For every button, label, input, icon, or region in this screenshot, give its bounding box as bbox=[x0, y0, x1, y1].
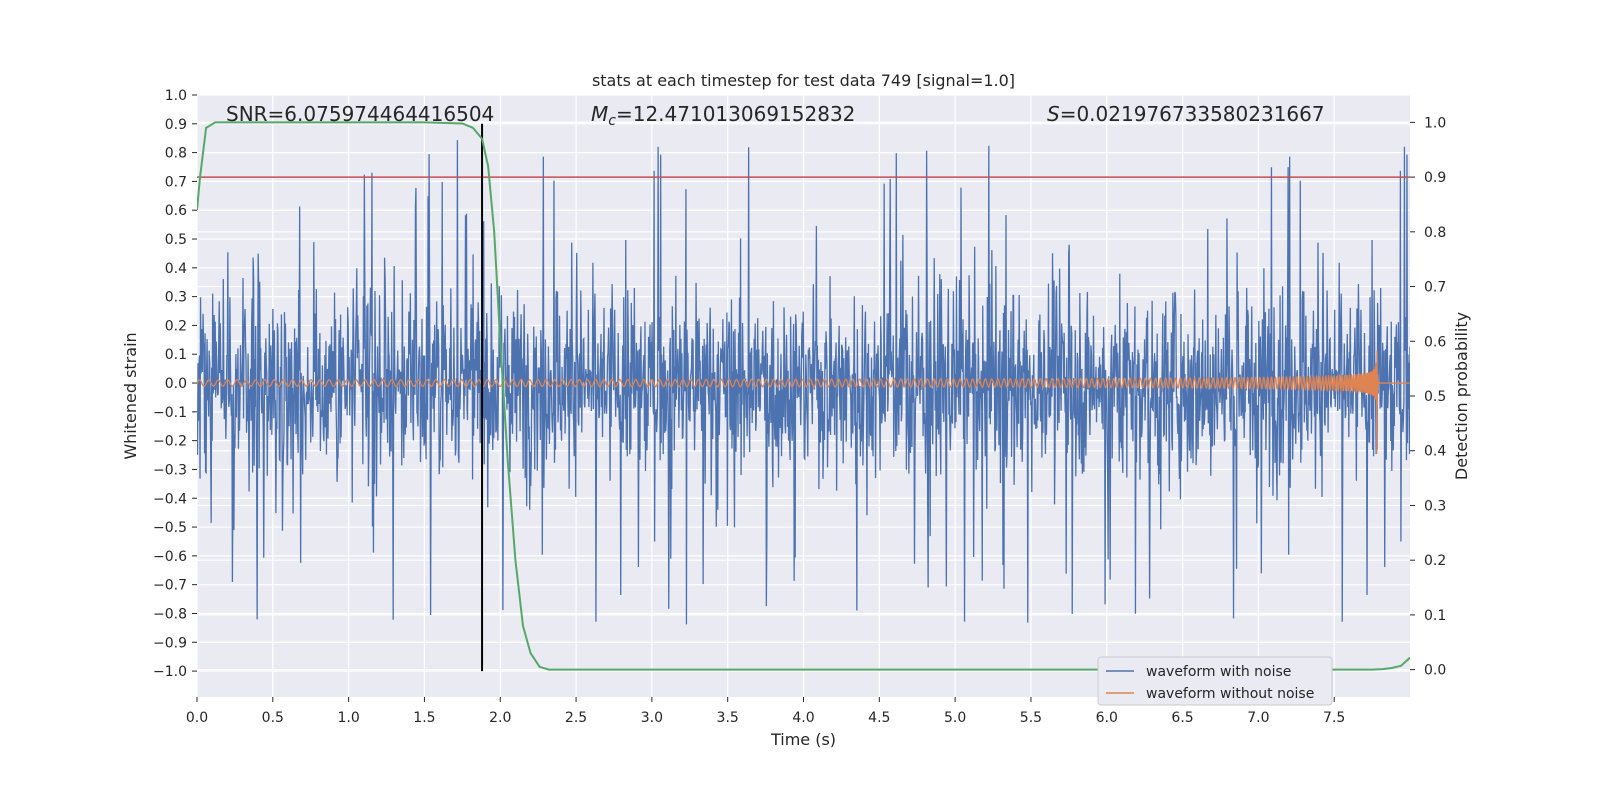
x-tick-label: 7.5 bbox=[1323, 710, 1345, 726]
annotation-snr: SNR=6.075974464416504 bbox=[226, 102, 494, 126]
annotation-s-value: =0.021976733580231667 bbox=[1060, 102, 1325, 126]
y-axis-left-label: Whitened strain bbox=[121, 332, 140, 459]
legend-label-waveform-without-noise: waveform without noise bbox=[1146, 686, 1314, 702]
x-tick-label: 2.5 bbox=[565, 710, 587, 726]
axes: 0.0 0.5 1.0 1.5 2.0 2.5 3.0 3.5 4.0 4.5 5.0 5.5 6.0 6… bbox=[153, 88, 1446, 726]
waveform-without-noise-line bbox=[197, 350, 1410, 454]
x-tick-label: 1.5 bbox=[413, 710, 435, 726]
y-left-tick-label: 1.0 bbox=[165, 88, 187, 104]
legend-box bbox=[1097, 656, 1333, 706]
x-tick-label: 6.5 bbox=[1171, 710, 1193, 726]
y-right-tick-label: 0.5 bbox=[1424, 389, 1446, 405]
x-tick-label: 2.0 bbox=[489, 710, 511, 726]
x-tick-label: 3.5 bbox=[717, 710, 739, 726]
x-tick-label: 5.0 bbox=[944, 710, 966, 726]
y-right-tick-label: 0.3 bbox=[1424, 498, 1446, 514]
plot-area bbox=[197, 121, 1410, 672]
y-left-tick-label: 0.8 bbox=[165, 146, 187, 162]
y-right-tick-label: 0.9 bbox=[1424, 170, 1446, 186]
y-left-tick-label: −0.2 bbox=[153, 434, 187, 450]
y-right-tick-label: 0.0 bbox=[1424, 663, 1446, 679]
series-waveform-with-noise bbox=[197, 140, 1410, 625]
series-waveform-without-noise bbox=[197, 350, 1410, 454]
y-right-tick-label: 0.7 bbox=[1424, 280, 1446, 296]
y-left-tick-label: 0.0 bbox=[165, 376, 187, 392]
y-right-tick-label: 0.1 bbox=[1424, 608, 1446, 624]
y-left-tick-label: −0.8 bbox=[153, 606, 187, 622]
detection-probability-line bbox=[197, 121, 1410, 671]
y-left-tick-label: 0.7 bbox=[165, 174, 187, 190]
x-tick-label: 4.0 bbox=[792, 710, 814, 726]
waveform-with-noise-line bbox=[197, 140, 1410, 625]
x-tick-label: 1.0 bbox=[337, 710, 359, 726]
y-right-tick-label: 0.4 bbox=[1424, 444, 1446, 460]
annotation-chirp-mass-value: =12.471013069152832 bbox=[616, 102, 855, 126]
series-detection-probability bbox=[197, 121, 1410, 671]
overlay-lines bbox=[197, 123, 1410, 672]
y-left-tick-label: 0.5 bbox=[165, 232, 187, 248]
legend-label-waveform-with-noise: waveform with noise bbox=[1146, 664, 1291, 680]
y-left-tick-label: 0.1 bbox=[165, 347, 187, 363]
y-left-tick-label: −0.9 bbox=[153, 635, 187, 651]
y-right-tick-label: 1.0 bbox=[1424, 115, 1446, 131]
y-left-tick-label: −0.1 bbox=[153, 405, 187, 421]
y-left-tick-label: −1.0 bbox=[153, 664, 187, 680]
y-right-tick-label: 0.8 bbox=[1424, 225, 1446, 241]
y-left-tick-label: 0.4 bbox=[165, 261, 187, 277]
x-tick-label: 7.0 bbox=[1247, 710, 1269, 726]
annotation-chirp-mass-subscript: c bbox=[608, 113, 616, 129]
y-left-tick-label: −0.6 bbox=[153, 549, 187, 565]
x-tick-label: 0.5 bbox=[262, 710, 284, 726]
annotation-chirp-mass: Mc=12.471013069152832 bbox=[591, 102, 855, 129]
y-axis-right-label: Detection probability bbox=[1452, 312, 1471, 480]
x-tick-label: 4.5 bbox=[868, 710, 890, 726]
y-left-tick-label: 0.9 bbox=[165, 117, 187, 133]
annotation-s-symbol: S bbox=[1047, 102, 1060, 126]
x-tick-label: 5.5 bbox=[1020, 710, 1042, 726]
legend: waveform with noise waveform without noi… bbox=[1097, 656, 1333, 706]
y-left-tick-label: 0.3 bbox=[165, 290, 187, 306]
y-right-tick-label: 0.2 bbox=[1424, 553, 1446, 569]
annotation-chirp-mass-symbol: M bbox=[591, 102, 608, 126]
x-tick-label: 6.0 bbox=[1096, 710, 1118, 726]
y-left-tick-label: −0.5 bbox=[153, 520, 187, 536]
y-left-tick-label: 0.2 bbox=[165, 318, 187, 334]
annotation-s: S=0.021976733580231667 bbox=[1047, 102, 1325, 126]
x-tick-label: 3.0 bbox=[641, 710, 663, 726]
y-left-tick-label: 0.6 bbox=[165, 203, 187, 219]
y-right-tick-label: 0.6 bbox=[1424, 334, 1446, 350]
x-axis-label: Time (s) bbox=[770, 730, 836, 749]
chart-title: stats at each timestep for test data 749… bbox=[592, 71, 1015, 90]
x-tick-label: 0.0 bbox=[186, 710, 208, 726]
y-left-tick-label: −0.7 bbox=[153, 578, 187, 594]
y-left-tick-label: −0.4 bbox=[153, 491, 187, 507]
y-left-tick-label: −0.3 bbox=[153, 462, 187, 478]
